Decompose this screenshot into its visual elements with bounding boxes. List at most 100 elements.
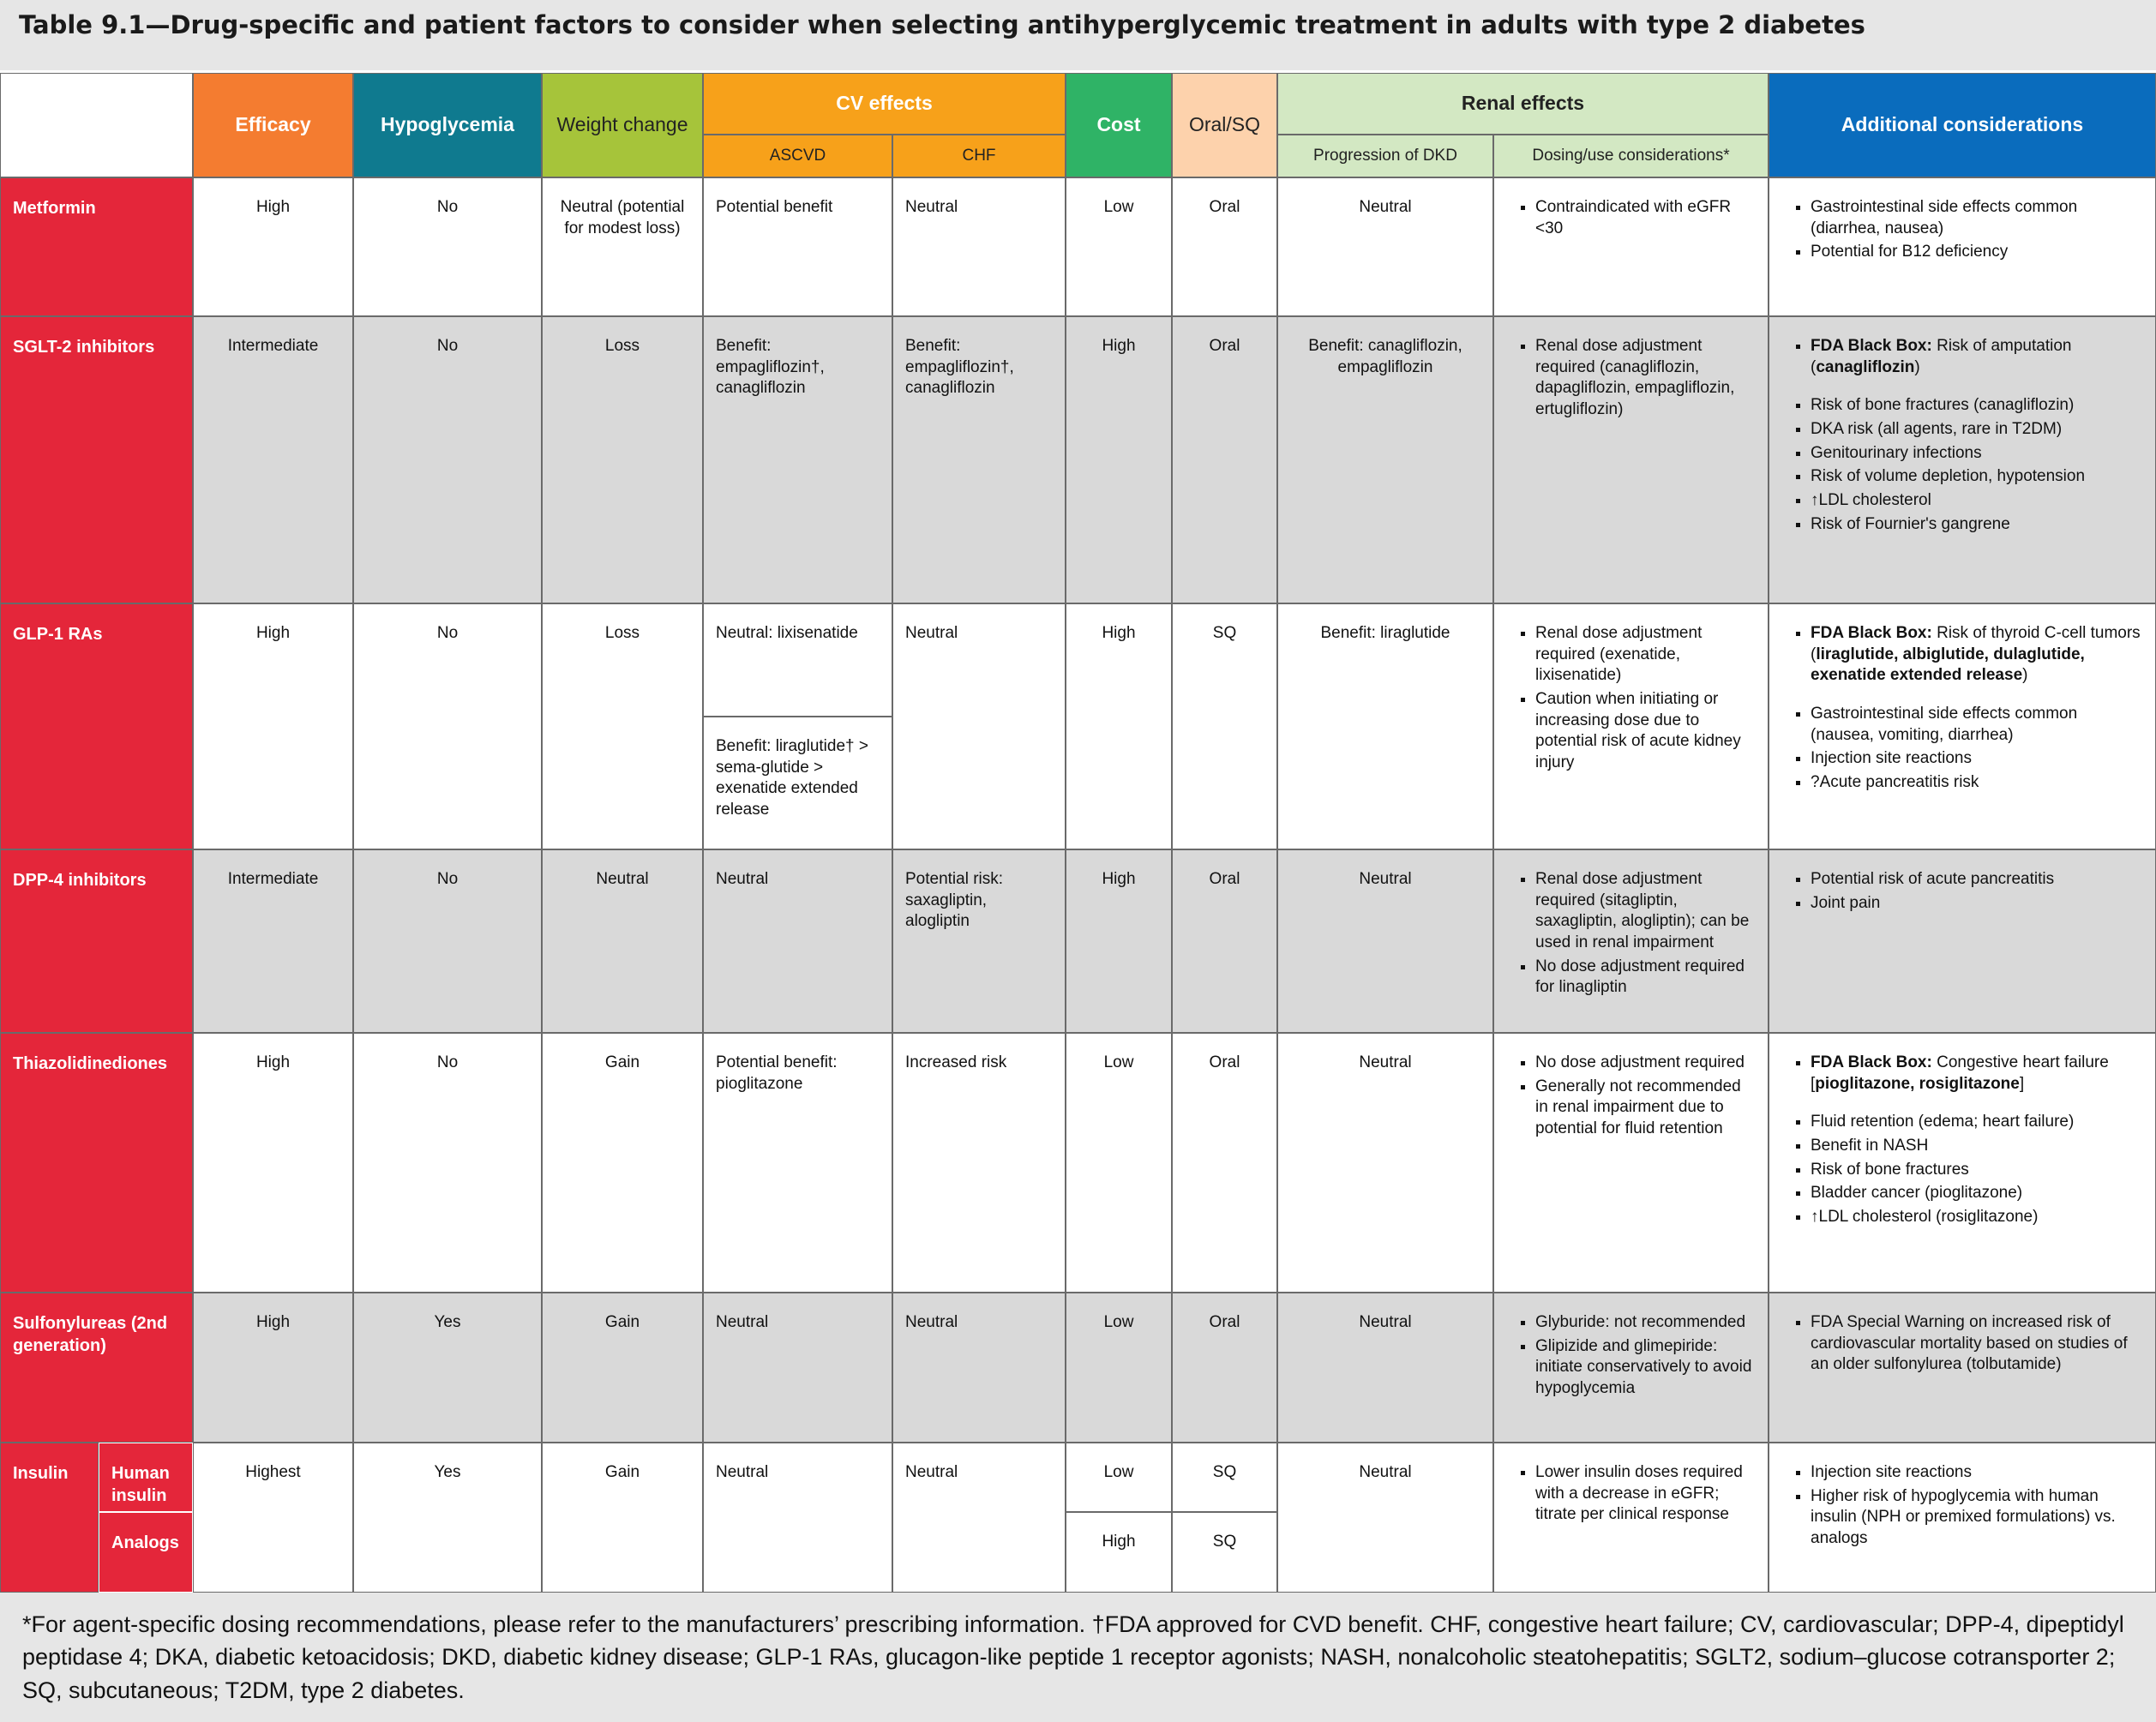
bullet-item: Risk of bone fractures [1811,1160,2143,1181]
cell-dkd: Neutral [1277,1033,1493,1293]
text-segment: liraglutide, albiglutide, dulaglutide, e… [1811,645,2085,685]
cell-efficacy: High [193,1293,353,1443]
cell-efficacy: High [193,177,353,316]
bullet-item: Glipizide and glimepiride: initiate cons… [1535,1336,1756,1400]
cell-weight: Gain [542,1293,703,1443]
cell-additional: FDA Special Warning on increased risk of… [1769,1293,2156,1443]
drug-subtype: Human insulin [99,1443,193,1512]
cell-cost: High [1066,316,1172,603]
text-segment: pioglitazone, rosiglitazone [1815,1074,2020,1093]
cell-ascvd: Neutral [703,1293,892,1443]
cell-ascvd: Potential benefit: pioglitazone [703,1033,892,1293]
bullet-item: FDA Special Warning on increased risk of… [1811,1312,2143,1376]
cell-cost: High [1066,1512,1172,1593]
cell-ascvd: Neutral: lixisenatide [703,603,892,717]
cell-dosing: Contraindicated with eGFR <30 [1493,177,1769,316]
cell-route: SQ [1172,1443,1277,1512]
bullet-item: Contraindicated with eGFR <30 [1535,197,1756,239]
column-header: ASCVD [703,135,892,177]
bullet-item: No dose adjustment required for linaglip… [1535,957,1756,999]
cell-chf: Neutral [892,1293,1066,1443]
cell-route: Oral [1172,177,1277,316]
bullet-item: Risk of Fournier's gangrene [1811,514,2143,536]
cell-weight: Loss [542,316,703,603]
text-segment: ) [1914,357,1920,376]
cell-route: Oral [1172,849,1277,1033]
cell-hypoglycemia: No [353,316,542,603]
cell-efficacy: Intermediate [193,316,353,603]
cell-chf: Neutral [892,603,1066,849]
bullet-item: Glyburide: not recommended [1535,1312,1756,1334]
column-header: Cost [1066,73,1172,177]
column-header: Efficacy [193,73,353,177]
cell-cost: High [1066,603,1172,849]
bullet-item: Gastrointestinal side effects common (na… [1811,704,2143,746]
drug-name: DPP-4 inhibitors [0,849,193,1033]
cell-chf: Neutral [892,1443,1066,1593]
bullet-item: Injection site reactions [1811,1462,2143,1484]
cell-weight: Loss [542,603,703,849]
text-segment: Risk of amputation ( [1811,337,2072,376]
drug-name: Metformin [0,177,193,316]
column-header: Oral/SQ [1172,73,1277,177]
bullet-item: Lower insulin doses required with a decr… [1535,1462,1756,1526]
cell-additional: Injection site reactionsHigher risk of h… [1769,1443,2156,1593]
bullet-item: Caution when initiating or increasing do… [1535,689,1756,774]
bullet-item: Bladder cancer (pioglitazone) [1811,1183,2143,1204]
cell-hypoglycemia: No [353,1033,542,1293]
text-segment: Risk of thyroid C-cell tumors ( [1811,624,2141,663]
bullet-list: Renal dose adjustment required (canaglif… [1506,336,1756,421]
bullet-list: No dose adjustment required Generally not… [1506,1053,1756,1140]
cell-route: Oral [1172,1033,1277,1293]
bullet-list: FDA Special Warning on increased risk of… [1781,1312,2143,1376]
cell-efficacy: Highest [193,1443,353,1593]
bullet-item: FDA Black Box: Risk of thyroid C-cell tu… [1811,623,2143,687]
bullet-list: Gastrointestinal side effects common (di… [1781,197,2143,263]
cell-cost: Low [1066,1033,1172,1293]
cell-additional: FDA Black Box: Risk of thyroid C-cell tu… [1769,603,2156,849]
drug-name: Sulfonylureas (2nd generation) [0,1293,193,1443]
table-title: Table 9.1—Drug-specific and patient fact… [0,0,2156,70]
bullet-item: ?Acute pancreatitis risk [1811,772,2143,794]
text-segment: FDA Black Box: [1811,337,1932,355]
cell-hypoglycemia: Yes [353,1293,542,1443]
cell-ascvd: Potential benefit [703,177,892,316]
cell-efficacy: High [193,603,353,849]
text-segment: ] [2019,1074,2025,1093]
bullet-list: Contraindicated with eGFR <30 [1506,197,1756,239]
bullet-item: Higher risk of hypoglycemia with human i… [1811,1486,2143,1550]
bullet-item: ↑LDL cholesterol (rosiglitazone) [1811,1207,2143,1228]
bullet-list: FDA Black Box: Congestive heart failure … [1781,1053,2143,1228]
text-segment: canagliflozin [1816,357,1915,376]
cell-dosing: Glyburide: not recommendedGlipizide and … [1493,1293,1769,1443]
cell-ascvd: Benefit: empagliflozin†, canagliflozin [703,316,892,603]
bullet-item: Fluid retention (edema; heart failure) [1811,1112,2143,1133]
bullet-list: Renal dose adjustment required (exenatid… [1506,623,1756,774]
bullet-list: FDA Black Box: Risk of thyroid C-cell tu… [1781,623,2143,794]
cell-chf: Benefit: empagliflozin†, canagliflozin [892,316,1066,603]
cell-chf: Potential risk: saxagliptin, alogliptin [892,849,1066,1033]
cell-dkd: Neutral [1277,177,1493,316]
cell-cost: Low [1066,177,1172,316]
drug-name: Insulin [0,1443,99,1593]
bullet-item: No dose adjustment required [1535,1053,1756,1074]
cell-dkd: Benefit: canagliflozin, empagliflozin [1277,316,1493,603]
column-header: Weight change [542,73,703,177]
column-header: Dosing/use considerations* [1493,135,1769,177]
bullet-list: Lower insulin doses required with a decr… [1506,1462,1756,1526]
cell-additional: FDA Black Box: Risk of amputation (canag… [1769,316,2156,603]
bullet-list: FDA Black Box: Risk of amputation (canag… [1781,336,2143,536]
cell-dkd: Benefit: liraglutide [1277,603,1493,849]
cell-weight: Neutral (potential for modest loss) [542,177,703,316]
bullet-item: Potential risk of acute pancreatitis [1811,869,2143,891]
text-segment: Congestive heart failure [ [1811,1053,2109,1093]
cell-weight: Gain [542,1033,703,1293]
cell-chf: Increased risk [892,1033,1066,1293]
bullet-list: Renal dose adjustment required (sitaglip… [1506,869,1756,999]
cell-additional: FDA Black Box: Congestive heart failure … [1769,1033,2156,1293]
cell-dkd: Neutral [1277,1443,1493,1593]
cell-dosing: No dose adjustment required Generally not… [1493,1033,1769,1293]
column-header: Additional considerations [1769,73,2156,177]
drug-subtype: Analogs [99,1512,193,1593]
bullet-item: FDA Black Box: Congestive heart failure … [1811,1053,2143,1095]
